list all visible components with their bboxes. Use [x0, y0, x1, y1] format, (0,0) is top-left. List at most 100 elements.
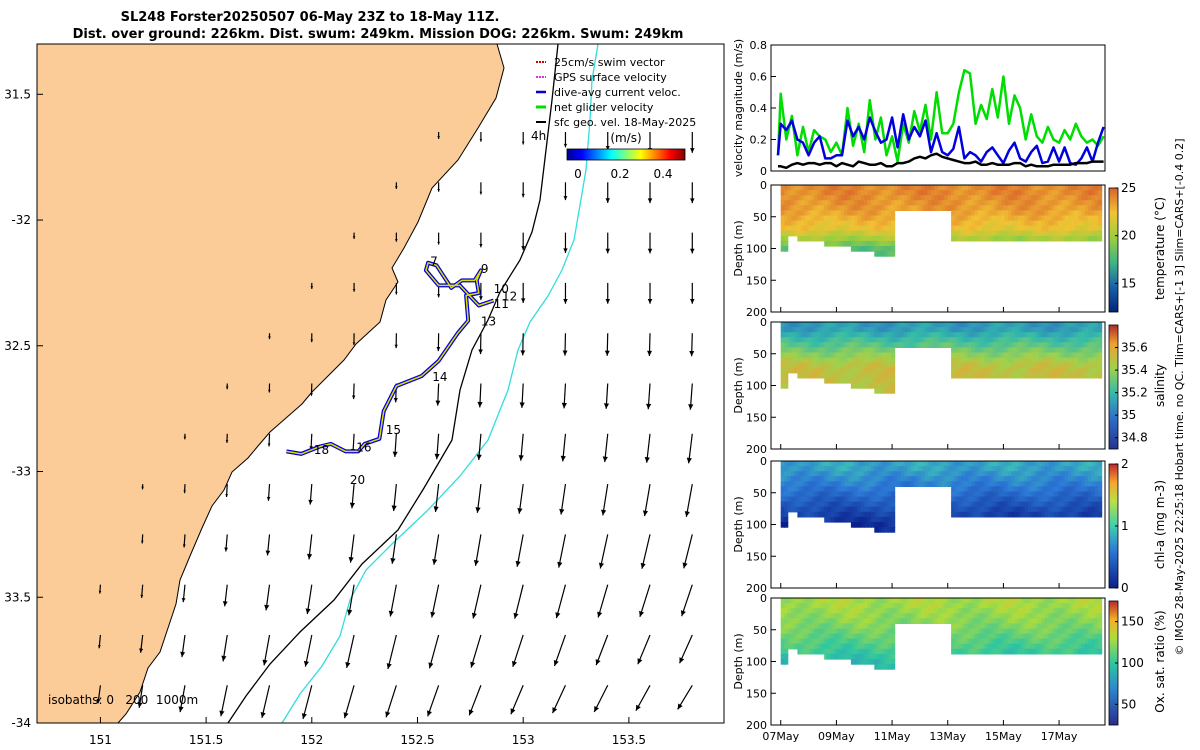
- section-cell: [1041, 633, 1046, 640]
- section-cell: [1054, 481, 1059, 487]
- section-cell: [807, 486, 812, 493]
- section-cell: [850, 516, 856, 523]
- section-cell: [937, 185, 942, 191]
- section-cell: [804, 476, 809, 482]
- section-cell: [1074, 491, 1079, 498]
- section-cell: [1047, 501, 1053, 508]
- section-cell: [1098, 200, 1103, 206]
- section-cell: [810, 190, 815, 196]
- section-cell: [917, 466, 922, 472]
- section-cell: [790, 608, 795, 614]
- section-cell: [1088, 210, 1093, 217]
- section-cell: [850, 185, 856, 191]
- section-cell: [934, 603, 939, 609]
- section-cell: [1078, 235, 1083, 242]
- section-cell: [924, 332, 929, 338]
- section-cell: [840, 491, 846, 498]
- section-cell: [1068, 225, 1073, 232]
- section-cell: [944, 200, 949, 206]
- section-cell: [834, 633, 839, 640]
- section-cell: [887, 516, 892, 523]
- section-cell: [947, 195, 952, 201]
- section-cell: [1061, 190, 1066, 196]
- section-cell: [780, 362, 785, 369]
- section-cell: [1034, 220, 1039, 227]
- section-cell: [834, 476, 839, 482]
- section-cell: [1001, 205, 1006, 211]
- section-cell: [1014, 362, 1019, 369]
- section-cell: [824, 337, 829, 343]
- section-cell: [860, 628, 866, 635]
- section-cell: [867, 461, 872, 467]
- section-cell: [807, 352, 812, 359]
- section-cell: [944, 332, 949, 338]
- section-cell: [1051, 633, 1056, 640]
- section-cell: [857, 362, 862, 369]
- section-cell: [874, 388, 879, 394]
- section-cell: [1004, 322, 1009, 328]
- section-cell: [864, 235, 869, 242]
- velocity-arrowhead: [432, 559, 438, 565]
- section-cell: [867, 357, 872, 364]
- section-cell: [964, 648, 969, 655]
- section-cell: [797, 638, 802, 645]
- section-cell: [974, 327, 979, 333]
- section-cell: [834, 603, 839, 609]
- section-cell: [810, 357, 815, 364]
- section-cell: [854, 332, 859, 338]
- section-cell: [967, 638, 972, 645]
- section-cell: [810, 461, 815, 467]
- section-cell: [1071, 623, 1076, 630]
- section-cell: [870, 618, 876, 624]
- section-cell: [994, 506, 999, 513]
- section-cell: [844, 516, 849, 523]
- section-cell: [780, 476, 785, 482]
- section-cell: [830, 476, 835, 482]
- section-cell: [1094, 322, 1099, 328]
- section-cell: [814, 357, 819, 364]
- section-cell: [784, 511, 789, 518]
- velocity-arrowhead: [690, 299, 695, 304]
- section-cell: [1084, 628, 1089, 635]
- section-cell: [860, 516, 866, 523]
- section-cell: [857, 347, 862, 354]
- section-cell: [1051, 501, 1056, 508]
- section-cell: [1054, 643, 1059, 650]
- section-cell: [944, 342, 949, 348]
- section-cell: [840, 481, 846, 487]
- section-cell: [804, 357, 809, 364]
- section-cell: [997, 603, 1002, 609]
- section-cell: [827, 628, 832, 635]
- section-cell: [991, 613, 996, 619]
- section-cell: [784, 210, 789, 217]
- section-cell: [887, 383, 892, 389]
- section-cell: [914, 608, 919, 614]
- section-cell: [981, 643, 986, 650]
- section-cell: [790, 501, 795, 508]
- section-cell: [830, 598, 835, 604]
- section-cell: [1078, 643, 1083, 650]
- section-cell: [1074, 200, 1079, 206]
- section-cell: [941, 476, 946, 482]
- section-cell: [807, 235, 812, 242]
- section-cell: [820, 235, 825, 242]
- section-cell: [827, 190, 832, 196]
- section-cell: [964, 327, 969, 333]
- section-cell: [797, 357, 802, 364]
- section-cell: [1068, 461, 1073, 467]
- section-cell: [987, 220, 992, 227]
- section-cell: [987, 215, 992, 222]
- map-x-tick-label: 151.5: [189, 733, 223, 747]
- section-cell: [784, 476, 789, 482]
- section-cell: [984, 466, 989, 472]
- section-cell: [1081, 481, 1086, 487]
- section-cell: [961, 220, 966, 227]
- section-cell: [830, 608, 835, 614]
- section-cell: [877, 377, 882, 384]
- section-cell: [1011, 466, 1016, 472]
- section-cell: [854, 522, 859, 528]
- section-cell: [1091, 210, 1096, 217]
- velocity-arrowhead: [266, 496, 271, 501]
- section-cell: [1088, 357, 1093, 364]
- section-cell: [784, 195, 789, 201]
